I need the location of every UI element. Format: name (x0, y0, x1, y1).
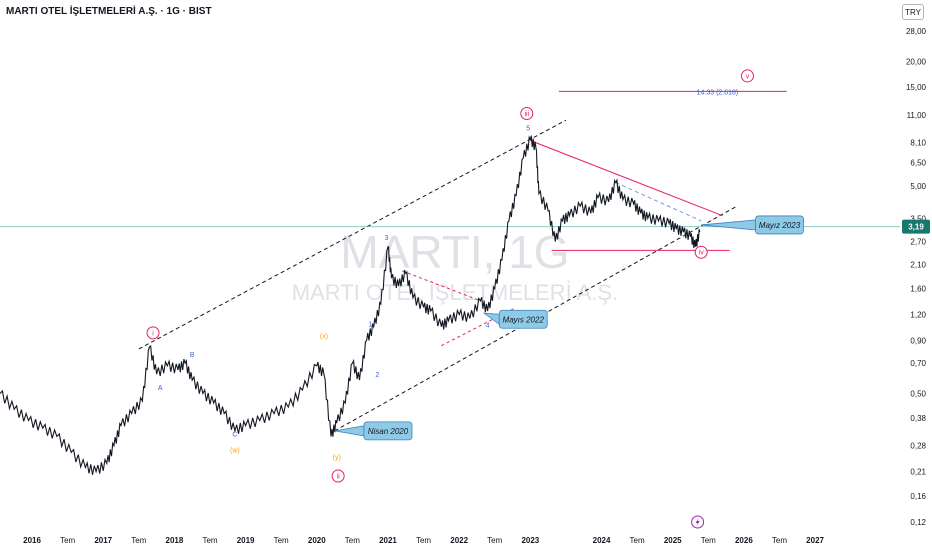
x-tick-label: Tem (487, 536, 502, 545)
x-tick-label: Tem (772, 536, 787, 545)
current-price-badge (902, 219, 930, 234)
y-tick-label: 11,00 (907, 111, 927, 120)
y-tick-label: 5,00 (910, 182, 926, 191)
wave-label: A (158, 385, 163, 392)
wave-label: i (152, 330, 154, 337)
x-tick-label: Tem (274, 536, 289, 545)
y-tick-label: 15,00 (906, 83, 927, 92)
wave4-upper-line (402, 270, 481, 302)
x-tick-label: Tem (630, 536, 645, 545)
triangle-inner-dashed-line (615, 182, 702, 222)
wave-label: 1 (368, 322, 372, 329)
y-tick-label: 2,10 (910, 260, 926, 269)
x-tick-label: Tem (345, 536, 360, 545)
x-tick-label: 2027 (806, 536, 824, 545)
wave-label: ii (337, 473, 341, 480)
x-tick-label: 2022 (450, 536, 468, 545)
wave-label: 4 (486, 323, 490, 330)
x-tick-label: Tem (60, 536, 75, 545)
wave-label-circle (740, 69, 754, 83)
x-tick-label: 2019 (237, 536, 255, 545)
wave-label: C (232, 432, 237, 439)
chart-title: MARTI OTEL İŞLETMELERİ A.Ş. · 1G · BIST (6, 6, 212, 17)
currency-button[interactable]: TRY (902, 4, 924, 20)
y-tick-label: 0,38 (910, 414, 926, 423)
x-tick-label: Tem (701, 536, 716, 545)
y-tick-label: 0,28 (910, 442, 926, 451)
lightning-icon-glyph (695, 518, 700, 526)
wave-label-circle (331, 469, 345, 483)
x-tick-label: 2016 (23, 536, 41, 545)
x-tick-label: 2020 (308, 536, 326, 545)
wave-label: (x) (320, 334, 328, 341)
x-tick-label: 2026 (735, 536, 753, 545)
x-tick-label: 2018 (166, 536, 184, 545)
y-tick-label: 28,00 (906, 27, 927, 36)
y-tick-label: 6,50 (910, 159, 926, 168)
x-tick-label: Tem (416, 536, 431, 545)
wave-label: B (190, 352, 195, 359)
channel-upper-line (138, 119, 567, 350)
x-tick-label: 2021 (379, 536, 397, 545)
callout-label: Mayıs 2022 (503, 315, 545, 324)
x-tick-label: 2024 (593, 536, 611, 545)
x-tick-label: 2023 (521, 536, 539, 545)
x-tick-label: Tem (202, 536, 217, 545)
wave-label: 5 (526, 125, 530, 132)
y-tick-label: 20,00 (906, 57, 927, 66)
callout-box (363, 421, 413, 441)
y-tick-label: 3,50 (910, 214, 926, 223)
y-tick-label: 0,16 (910, 492, 926, 501)
y-tick-label: 2,70 (910, 238, 926, 247)
watermark-ticker: MARTI, 1G (340, 226, 569, 278)
price-series-line (0, 135, 701, 475)
x-tick-label: 2017 (94, 536, 112, 545)
target-line-label: 14.33 (2.618) (697, 89, 739, 96)
callout-pointer (334, 425, 365, 437)
wave-label-circle (694, 245, 708, 259)
wave-label: 2 (375, 372, 379, 379)
wave-label: iii (524, 111, 529, 118)
y-tick-label: 1,60 (910, 285, 926, 294)
current-price-label: 3,19 (908, 223, 924, 232)
x-tick-label: Tem (131, 536, 146, 545)
wave4-lower-line (441, 306, 517, 347)
triangle-upper-line (530, 140, 723, 217)
y-tick-label: 0,90 (910, 337, 926, 346)
wave-label: 3 (385, 235, 389, 242)
y-tick-label: 0,12 (910, 518, 926, 527)
y-tick-label: 0,21 (910, 468, 926, 477)
callout-label: Nisan 2020 (368, 427, 409, 436)
y-tick-label: 0,70 (910, 359, 926, 368)
callout-label: Mayız 2023 (759, 221, 801, 230)
wave-label-circle (146, 326, 160, 340)
wave-label: (w) (230, 447, 240, 454)
wave-label-circle (520, 107, 534, 121)
callout-box (498, 309, 548, 329)
y-tick-label: 0,50 (910, 389, 926, 398)
wave-label: v (746, 73, 750, 80)
watermark-company: MARTI OTEL İŞLETMELERİ A.Ş. (292, 280, 618, 305)
wave-label: (y) (333, 455, 341, 462)
x-tick-label: 2025 (664, 536, 682, 545)
wave-label: iv (699, 250, 705, 257)
callout-box (755, 215, 804, 235)
y-tick-label: 1,20 (910, 311, 926, 320)
y-tick-label: 8,10 (910, 139, 926, 148)
